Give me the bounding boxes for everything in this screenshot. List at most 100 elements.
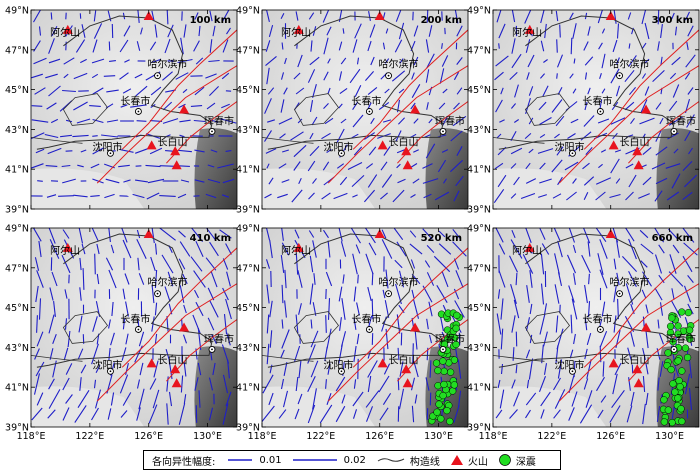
fast-axis-bar bbox=[226, 332, 231, 346]
fast-axis-bar bbox=[147, 178, 165, 184]
fast-axis-bar bbox=[33, 10, 41, 23]
fast-axis-bar bbox=[352, 102, 358, 110]
fast-axis-bar bbox=[295, 314, 299, 334]
volcano-marker bbox=[374, 10, 385, 20]
fast-axis-bar bbox=[600, 395, 607, 403]
fast-axis-bar bbox=[423, 193, 432, 199]
fast-axis-bar bbox=[353, 379, 357, 389]
fast-axis-bar bbox=[658, 274, 665, 284]
fast-axis-bar bbox=[510, 193, 517, 199]
fast-axis-bar bbox=[638, 193, 650, 199]
legend-deep-quake: 深震 bbox=[498, 453, 536, 468]
fast-axis-bar bbox=[340, 331, 347, 347]
fast-axis-bar bbox=[428, 334, 433, 344]
fast-axis-bar bbox=[327, 87, 331, 95]
fast-axis-bar bbox=[582, 162, 590, 170]
fast-axis-bar bbox=[641, 289, 647, 299]
fast-axis-bar bbox=[542, 85, 549, 97]
fast-axis-bar bbox=[494, 162, 504, 170]
fast-axis-bar bbox=[381, 229, 387, 239]
volcano-marker bbox=[146, 140, 157, 150]
fast-axis-bar bbox=[438, 102, 446, 110]
fast-axis-bar bbox=[351, 174, 365, 188]
fast-axis-bar bbox=[132, 193, 145, 199]
fast-axis-bar bbox=[513, 391, 520, 407]
fast-axis-bar bbox=[365, 163, 374, 169]
fast-axis-bar bbox=[539, 313, 546, 335]
depth-label: 100 km bbox=[190, 15, 231, 26]
fast-axis-bar bbox=[101, 134, 118, 138]
fast-axis-bar bbox=[312, 388, 317, 410]
fast-axis-bar bbox=[353, 146, 363, 156]
fast-axis-bar bbox=[537, 148, 554, 154]
volcano-marker bbox=[402, 378, 413, 388]
volcano-marker bbox=[410, 322, 421, 332]
fast-axis-bar bbox=[137, 257, 140, 271]
fast-axis-bar bbox=[357, 274, 359, 284]
fast-axis-bar bbox=[645, 363, 649, 375]
volcano-marker bbox=[143, 228, 154, 238]
fast-axis-bar bbox=[309, 56, 320, 66]
fast-axis-bar bbox=[198, 25, 201, 37]
fast-axis-bar bbox=[655, 146, 668, 156]
fault-line bbox=[327, 283, 468, 402]
fast-axis-bar bbox=[325, 379, 327, 389]
fast-axis-bar bbox=[658, 333, 665, 345]
deep-quake-marker bbox=[669, 338, 677, 346]
fast-axis-bar bbox=[353, 286, 357, 302]
fast-axis-bar bbox=[651, 162, 666, 170]
fast-axis-bar bbox=[264, 193, 272, 199]
volcano-marker bbox=[605, 10, 616, 20]
fast-axis-bar bbox=[365, 406, 374, 422]
deep-quake-marker bbox=[453, 311, 461, 319]
fast-axis-bar bbox=[455, 175, 464, 187]
fast-axis-bar bbox=[282, 149, 289, 153]
fast-axis-bar bbox=[625, 228, 635, 242]
volcano-marker bbox=[377, 358, 388, 368]
fast-axis-bar bbox=[399, 58, 404, 64]
fast-axis-bar bbox=[654, 254, 663, 274]
fast-axis-bar bbox=[398, 117, 405, 125]
fast-axis-bar bbox=[363, 189, 376, 203]
fast-axis-bar bbox=[353, 318, 357, 330]
fast-axis-bar bbox=[441, 270, 449, 288]
fast-axis-bar bbox=[122, 239, 132, 259]
deep-quake-marker bbox=[434, 366, 442, 375]
fast-axis-bar bbox=[658, 244, 665, 254]
legend-tectonic-label: 构造线 bbox=[409, 456, 440, 468]
lat-tick-label: 39°N bbox=[236, 205, 260, 216]
city-label-hunchun: 珲春市 bbox=[204, 332, 234, 345]
fast-axis-bar bbox=[284, 269, 287, 289]
fast-axis-bar bbox=[554, 389, 566, 409]
fast-axis-bar bbox=[297, 393, 303, 405]
fast-axis-bar bbox=[265, 148, 277, 154]
city-label-changchun: 长春市 bbox=[582, 312, 612, 325]
fast-axis-bar bbox=[62, 407, 70, 421]
fast-axis-bar bbox=[587, 301, 591, 317]
fast-axis-bar bbox=[528, 148, 534, 154]
fast-axis-bar bbox=[627, 12, 632, 20]
fast-axis-bar bbox=[426, 245, 435, 253]
fast-axis-bar bbox=[612, 39, 618, 53]
fast-axis-bar bbox=[119, 39, 129, 53]
fast-axis-bar bbox=[437, 159, 447, 173]
fast-axis-bar bbox=[262, 405, 275, 423]
lat-tick-label: 43°N bbox=[5, 343, 29, 354]
fast-axis-bar bbox=[687, 25, 694, 37]
fault-line bbox=[352, 29, 468, 150]
fast-axis-bar bbox=[410, 194, 416, 198]
fast-axis-bar bbox=[645, 329, 649, 349]
fast-axis-bar bbox=[665, 163, 681, 169]
lat-tick-label: 45°N bbox=[467, 85, 491, 96]
fast-axis-bars bbox=[264, 10, 467, 203]
lon-tick-label: 126°E bbox=[596, 431, 625, 442]
fast-axis-bar bbox=[50, 118, 59, 124]
fast-axis-bar bbox=[80, 58, 87, 64]
fast-axis-bar bbox=[209, 10, 213, 22]
legend-tectonic-line bbox=[377, 458, 405, 462]
fast-axis-bar bbox=[527, 54, 535, 68]
fast-axis-bar bbox=[154, 302, 158, 316]
lat-tick-label: 45°N bbox=[236, 85, 260, 96]
fast-axis-bar bbox=[525, 349, 531, 359]
